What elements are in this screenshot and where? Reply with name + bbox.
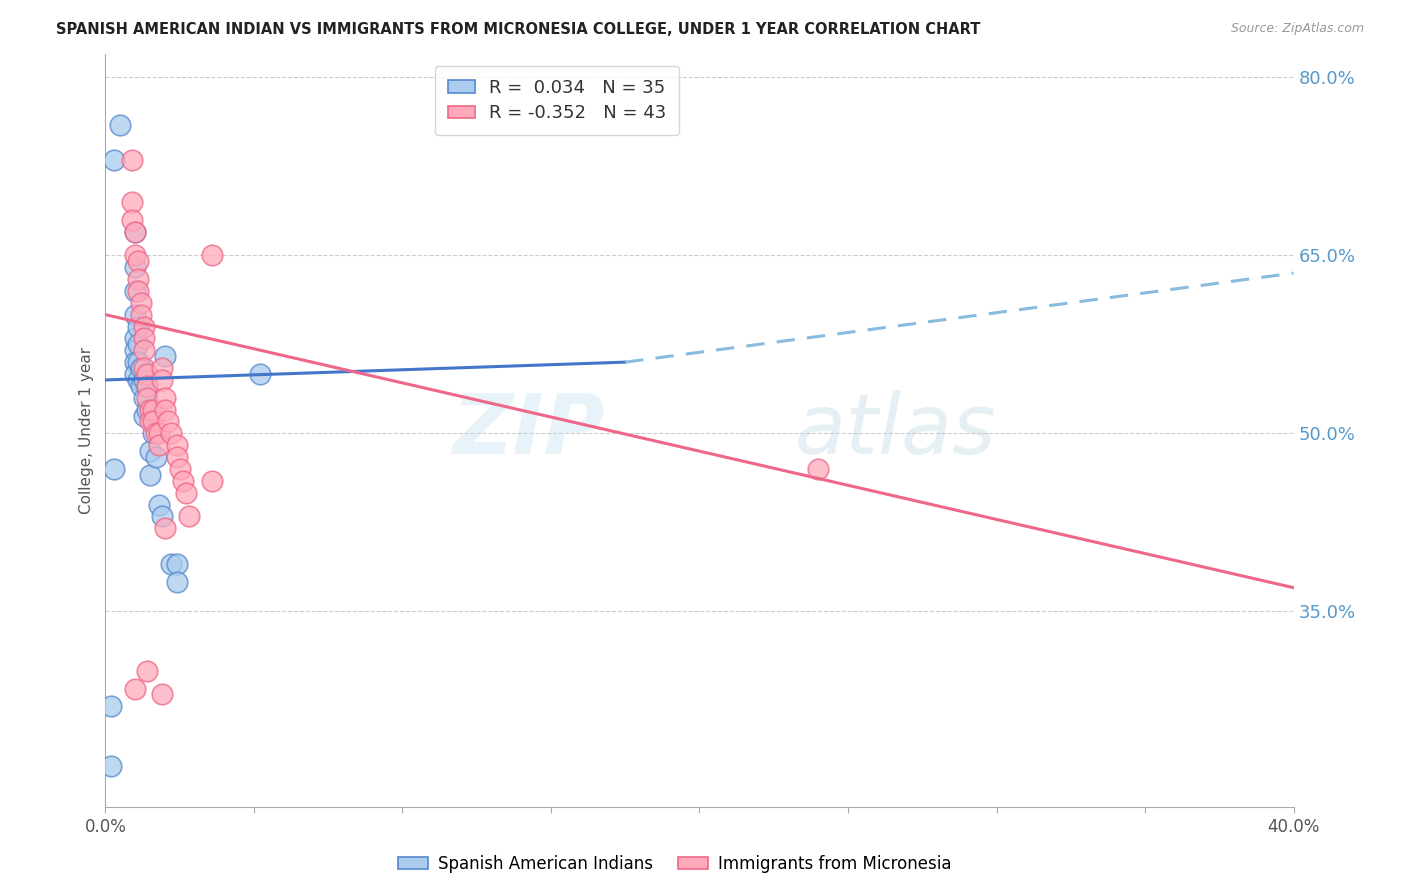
Point xyxy=(127,355,149,369)
Point xyxy=(132,319,155,334)
Point xyxy=(166,557,188,571)
Point xyxy=(124,331,146,345)
Legend: R =  0.034   N = 35, R = -0.352   N = 43: R = 0.034 N = 35, R = -0.352 N = 43 xyxy=(434,66,679,135)
Point xyxy=(121,194,143,209)
Point xyxy=(174,485,197,500)
Point xyxy=(136,664,159,678)
Point xyxy=(127,254,149,268)
Point xyxy=(150,373,173,387)
Point xyxy=(148,498,170,512)
Legend: Spanish American Indians, Immigrants from Micronesia: Spanish American Indians, Immigrants fro… xyxy=(391,848,959,880)
Point xyxy=(166,574,188,589)
Point xyxy=(100,699,122,714)
Point xyxy=(807,462,830,476)
Point xyxy=(159,426,181,441)
Point xyxy=(150,688,173,702)
Point xyxy=(124,355,146,369)
Point xyxy=(150,509,173,524)
Point xyxy=(127,373,149,387)
Point xyxy=(153,402,176,417)
Point xyxy=(166,438,188,452)
Point xyxy=(103,153,125,168)
Point xyxy=(124,225,146,239)
Point xyxy=(139,444,162,458)
Point xyxy=(132,331,155,345)
Point xyxy=(201,248,224,262)
Point xyxy=(132,343,155,358)
Point xyxy=(139,402,162,417)
Point xyxy=(129,295,152,310)
Point xyxy=(127,319,149,334)
Point xyxy=(148,426,170,441)
Point xyxy=(127,284,149,298)
Point xyxy=(124,343,146,358)
Point xyxy=(127,272,149,286)
Point xyxy=(142,402,165,417)
Point xyxy=(139,415,162,429)
Point xyxy=(124,367,146,381)
Point xyxy=(132,409,155,423)
Point xyxy=(169,462,191,476)
Point xyxy=(132,361,155,376)
Point xyxy=(124,308,146,322)
Point xyxy=(156,415,179,429)
Point xyxy=(124,248,146,262)
Point xyxy=(124,260,146,275)
Point xyxy=(148,438,170,452)
Point xyxy=(201,474,224,488)
Point xyxy=(172,474,194,488)
Point xyxy=(136,367,159,381)
Point xyxy=(121,153,143,168)
Point xyxy=(124,681,146,696)
Point xyxy=(100,758,122,772)
Text: atlas: atlas xyxy=(794,390,997,471)
Point xyxy=(177,509,200,524)
Point xyxy=(121,212,143,227)
Point xyxy=(110,118,132,132)
Point xyxy=(145,426,167,441)
Point xyxy=(136,379,159,393)
Point xyxy=(166,450,188,464)
Point xyxy=(136,391,159,405)
Point xyxy=(136,402,159,417)
Point xyxy=(124,284,146,298)
Point xyxy=(139,467,162,482)
Point xyxy=(124,225,146,239)
Text: Source: ZipAtlas.com: Source: ZipAtlas.com xyxy=(1230,22,1364,36)
Point xyxy=(132,373,155,387)
Point xyxy=(153,391,176,405)
Point xyxy=(127,337,149,351)
Point xyxy=(142,415,165,429)
Point xyxy=(145,450,167,464)
Point xyxy=(150,361,173,376)
Point xyxy=(129,379,152,393)
Point xyxy=(129,361,152,376)
Point xyxy=(153,349,176,363)
Text: SPANISH AMERICAN INDIAN VS IMMIGRANTS FROM MICRONESIA COLLEGE, UNDER 1 YEAR CORR: SPANISH AMERICAN INDIAN VS IMMIGRANTS FR… xyxy=(56,22,980,37)
Point xyxy=(142,426,165,441)
Point xyxy=(136,379,159,393)
Point xyxy=(153,521,176,535)
Point xyxy=(249,367,271,381)
Point xyxy=(129,308,152,322)
Y-axis label: College, Under 1 year: College, Under 1 year xyxy=(79,347,94,514)
Point xyxy=(103,462,125,476)
Text: ZIP: ZIP xyxy=(451,390,605,471)
Point xyxy=(132,391,155,405)
Point xyxy=(159,557,181,571)
